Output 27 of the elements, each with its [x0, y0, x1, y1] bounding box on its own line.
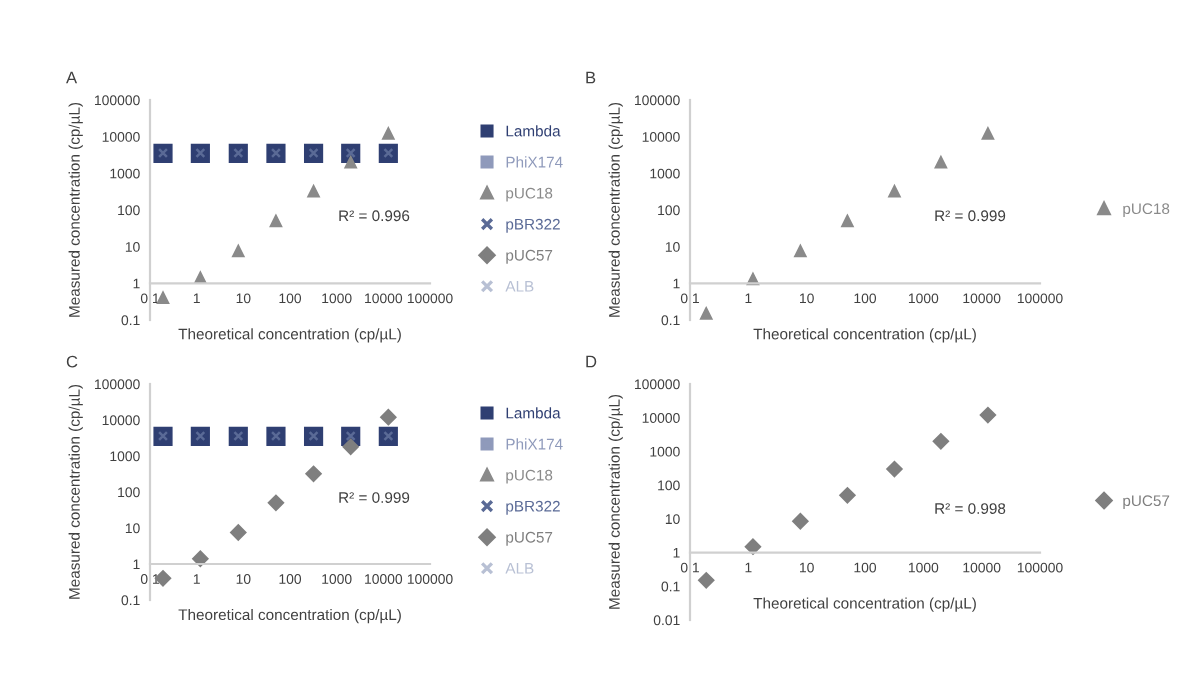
point — [269, 214, 283, 228]
point — [700, 307, 713, 320]
point — [839, 487, 856, 504]
point — [230, 524, 247, 541]
point — [981, 127, 995, 140]
point — [267, 494, 285, 511]
point — [344, 156, 357, 169]
point — [698, 572, 715, 589]
point — [380, 409, 397, 426]
point — [979, 406, 997, 424]
chart-title: D — [586, 355, 597, 368]
point — [382, 127, 395, 140]
point — [886, 460, 903, 478]
point — [744, 538, 762, 555]
point — [192, 550, 209, 567]
point — [841, 214, 854, 228]
point — [156, 291, 170, 305]
point — [932, 433, 950, 450]
chart-title: A — [66, 71, 78, 84]
point — [342, 438, 359, 455]
chart-title: B — [586, 71, 596, 84]
point — [888, 185, 901, 198]
point — [934, 156, 948, 169]
point — [792, 513, 809, 530]
chart-title: C — [66, 355, 78, 368]
point — [307, 185, 320, 198]
point — [305, 465, 322, 482]
